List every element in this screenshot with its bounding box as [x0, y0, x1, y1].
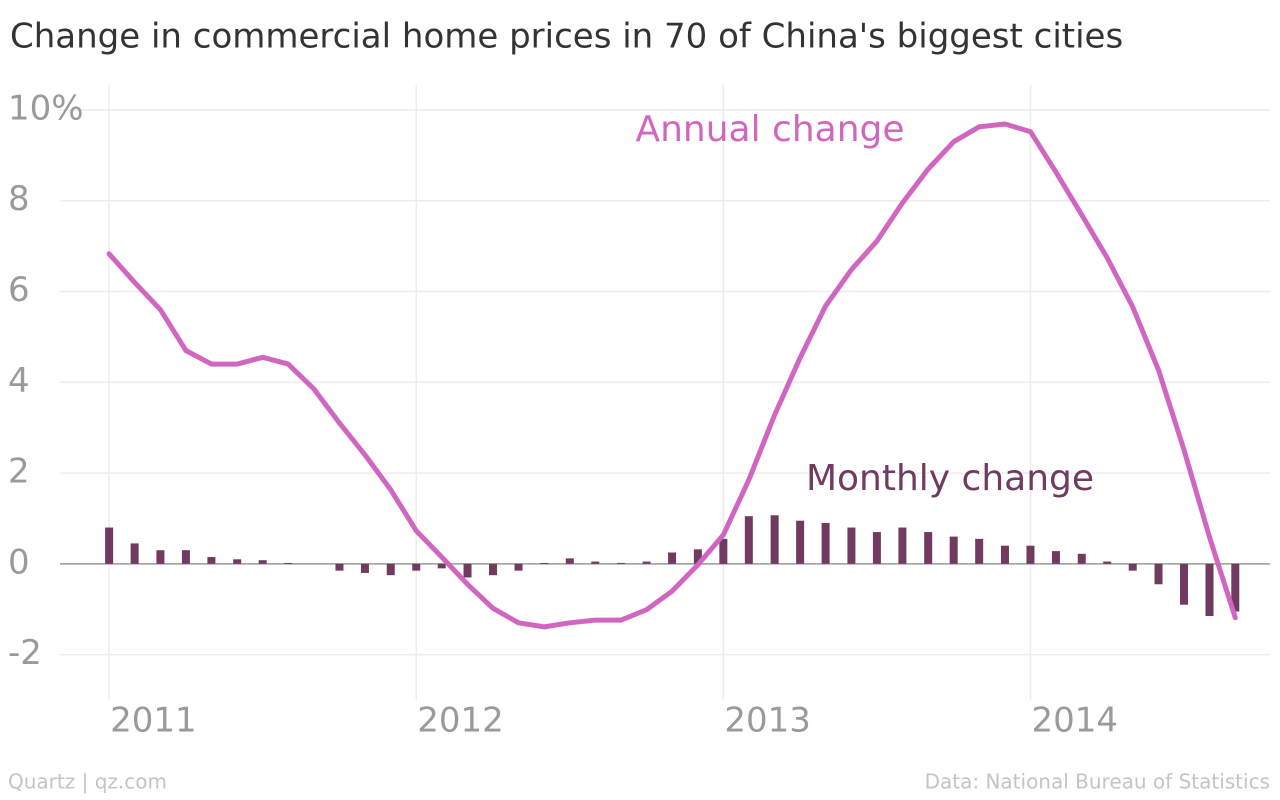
bar — [514, 563, 523, 571]
bar — [360, 563, 369, 573]
bar — [1231, 563, 1240, 612]
bar — [335, 563, 344, 571]
bar — [821, 522, 830, 564]
series-label: Annual change — [635, 109, 904, 150]
bar — [744, 516, 753, 564]
source: Data: National Bureau of Statistics — [925, 770, 1270, 794]
bar — [489, 563, 498, 576]
bar — [642, 561, 651, 564]
bar — [207, 557, 216, 564]
x-tick-label: 2012 — [417, 701, 504, 741]
y-tick-label: -2 — [8, 633, 42, 673]
chart-title: Change in commercial home prices in 70 o… — [10, 17, 1123, 57]
bar — [1205, 563, 1214, 617]
bar — [591, 561, 600, 564]
y-tick-label: 2 — [8, 452, 30, 492]
bar — [872, 532, 881, 564]
y-tick-label: 8 — [8, 179, 30, 219]
bar — [130, 543, 139, 564]
bar — [105, 527, 114, 564]
bar — [181, 550, 190, 564]
bar — [693, 549, 702, 564]
bar — [924, 532, 933, 564]
bar — [1026, 545, 1035, 564]
bar — [386, 563, 395, 576]
credit: Quartz | qz.com — [8, 770, 167, 794]
bar — [1051, 551, 1060, 564]
bar — [617, 562, 626, 564]
bar — [463, 563, 472, 578]
bar — [1180, 563, 1189, 605]
y-tick-label: 0 — [8, 542, 30, 582]
bar — [540, 562, 549, 564]
bar — [668, 552, 677, 564]
x-tick-label: 2011 — [110, 701, 197, 741]
bar — [719, 538, 728, 564]
bar — [1077, 553, 1086, 564]
bar — [412, 563, 421, 571]
bar — [949, 536, 958, 564]
x-tick-label: 2014 — [1031, 701, 1118, 741]
bar — [1103, 561, 1112, 564]
y-tick-label: 4 — [8, 361, 30, 401]
bar — [898, 527, 907, 564]
bar — [975, 538, 984, 564]
bar — [1000, 545, 1009, 564]
y-tick-label: 10% — [8, 88, 84, 128]
bar — [847, 527, 856, 564]
x-tick-label: 2013 — [724, 701, 811, 741]
bar — [770, 515, 779, 564]
bar — [796, 520, 805, 564]
bar — [233, 559, 242, 564]
bar — [437, 563, 446, 569]
bar — [284, 562, 293, 564]
y-tick-label: 6 — [8, 270, 30, 310]
bar — [156, 550, 165, 564]
bar — [565, 558, 574, 564]
bar — [258, 560, 267, 564]
line — [106, 121, 1238, 630]
bar — [1154, 563, 1163, 585]
bar — [1128, 563, 1137, 571]
series-label: Monthly change — [806, 458, 1094, 499]
